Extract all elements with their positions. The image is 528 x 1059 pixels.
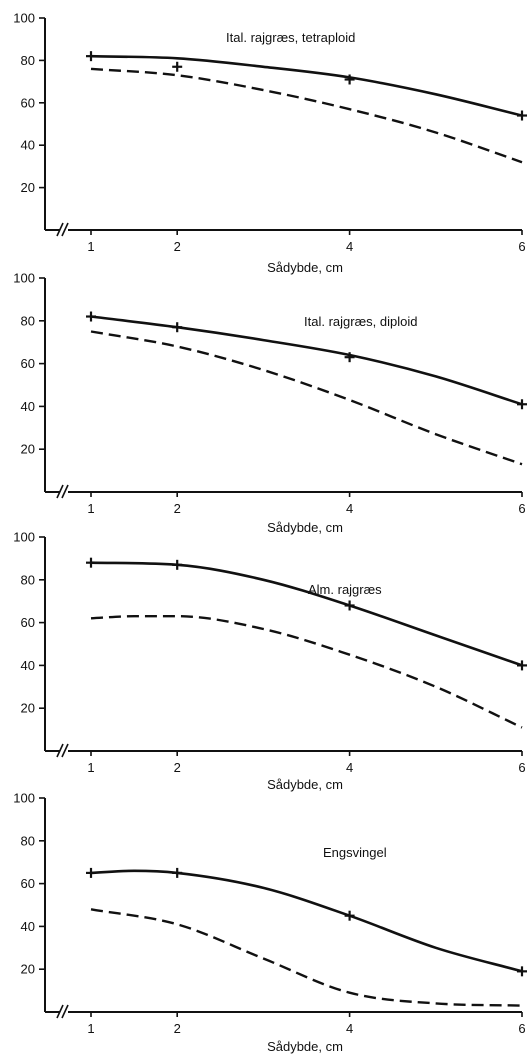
data-point-marker xyxy=(344,352,355,363)
dashed-series-line xyxy=(90,330,523,466)
x-tick-label: 6 xyxy=(518,239,525,254)
axis-break-mark xyxy=(61,222,69,237)
y-tick-label: 40 xyxy=(21,399,35,414)
x-tick-label: 1 xyxy=(87,1021,94,1036)
dashed-series-line xyxy=(90,908,523,1007)
solid-series-line xyxy=(89,869,524,973)
panel-title: Ital. rajgræs, diploid xyxy=(304,314,417,329)
x-tick-label: 4 xyxy=(346,1021,353,1036)
data-point-marker xyxy=(86,557,96,568)
data-point-marker xyxy=(172,867,183,878)
data-point-marker xyxy=(517,966,527,977)
axis-break-mark xyxy=(61,484,69,499)
data-point-marker xyxy=(344,600,355,611)
y-tick-label: 60 xyxy=(21,95,35,110)
x-axis-label: Sådybde, cm xyxy=(267,520,343,535)
axis-break-mark xyxy=(56,743,64,758)
axis-break-mark xyxy=(56,1004,64,1019)
data-point-marker xyxy=(517,399,527,410)
y-tick-label: 40 xyxy=(21,138,35,153)
panel-2: 20 40 60 80 100 1 2 4 6 Sådybde, cm Ital. rajgræs,… xyxy=(13,271,527,535)
data-point-marker xyxy=(86,311,96,322)
solid-series-line xyxy=(89,54,524,117)
x-tick-label: 2 xyxy=(174,760,181,775)
data-point-marker xyxy=(172,61,183,72)
y-tick-label: 80 xyxy=(21,833,35,848)
y-tick-label: 40 xyxy=(21,919,35,934)
x-tick-label: 1 xyxy=(87,501,94,516)
x-axis-label: Sådybde, cm xyxy=(267,1039,343,1054)
panel-4: 20 40 60 80 100 1 2 4 6 Sådybde, cm Engsvingel xyxy=(13,791,527,1054)
panel-title: Alm. rajgræs xyxy=(308,582,382,597)
dashed-series-line xyxy=(90,67,523,164)
y-tick-label: 20 xyxy=(21,962,35,977)
data-point-marker xyxy=(344,910,355,921)
axis-break-mark xyxy=(56,484,64,499)
y-tick-label: 20 xyxy=(21,701,35,716)
data-point-marker xyxy=(86,867,96,878)
data-point-marker xyxy=(344,74,355,85)
y-tick-label: 80 xyxy=(21,53,35,68)
data-point-marker xyxy=(86,51,96,62)
x-tick-label: 2 xyxy=(174,501,181,516)
y-tick-label: 20 xyxy=(21,442,35,457)
panel-title: Ital. rajgræs, tetraploid xyxy=(226,30,355,45)
y-tick-label: 80 xyxy=(21,572,35,587)
y-tick-label: 80 xyxy=(21,313,35,328)
panel-3: 20 40 60 80 100 1 2 4 6 Sådybde, cm Alm. rajgræs xyxy=(13,530,527,792)
x-tick-label: 2 xyxy=(174,1021,181,1036)
y-tick-label: 100 xyxy=(13,791,35,806)
axis-break-mark xyxy=(61,743,69,758)
data-point-marker xyxy=(517,110,527,121)
x-tick-label: 6 xyxy=(518,501,525,516)
x-axis-label: Sådybde, cm xyxy=(267,777,343,792)
x-tick-label: 1 xyxy=(87,760,94,775)
y-tick-label: 60 xyxy=(21,615,35,630)
x-tick-label: 2 xyxy=(174,239,181,254)
x-tick-label: 4 xyxy=(346,501,353,516)
axis-break-mark xyxy=(56,222,64,237)
y-tick-label: 20 xyxy=(21,180,35,195)
solid-series-line xyxy=(89,561,524,667)
y-tick-label: 40 xyxy=(21,658,35,673)
axis-break-mark xyxy=(61,1004,69,1019)
x-tick-label: 4 xyxy=(346,760,353,775)
dashed-series-line xyxy=(90,615,523,729)
y-tick-label: 60 xyxy=(21,876,35,891)
y-tick-label: 100 xyxy=(13,530,35,545)
y-tick-label: 100 xyxy=(13,11,35,26)
x-axis-label: Sådybde, cm xyxy=(267,260,343,275)
solid-series-line xyxy=(89,315,524,406)
data-point-marker xyxy=(517,660,527,671)
x-tick-label: 4 xyxy=(346,239,353,254)
data-point-marker xyxy=(172,559,183,570)
panel-title: Engsvingel xyxy=(323,845,387,860)
x-tick-label: 6 xyxy=(518,760,525,775)
data-point-marker xyxy=(172,322,183,333)
x-tick-label: 6 xyxy=(518,1021,525,1036)
x-tick-label: 1 xyxy=(87,239,94,254)
y-tick-label: 60 xyxy=(21,356,35,371)
y-tick-label: 100 xyxy=(13,271,35,286)
panel-1: 20 40 60 80 100 1 2 4 6 Sådybde, cm Ital. rajgræs,… xyxy=(13,11,527,275)
